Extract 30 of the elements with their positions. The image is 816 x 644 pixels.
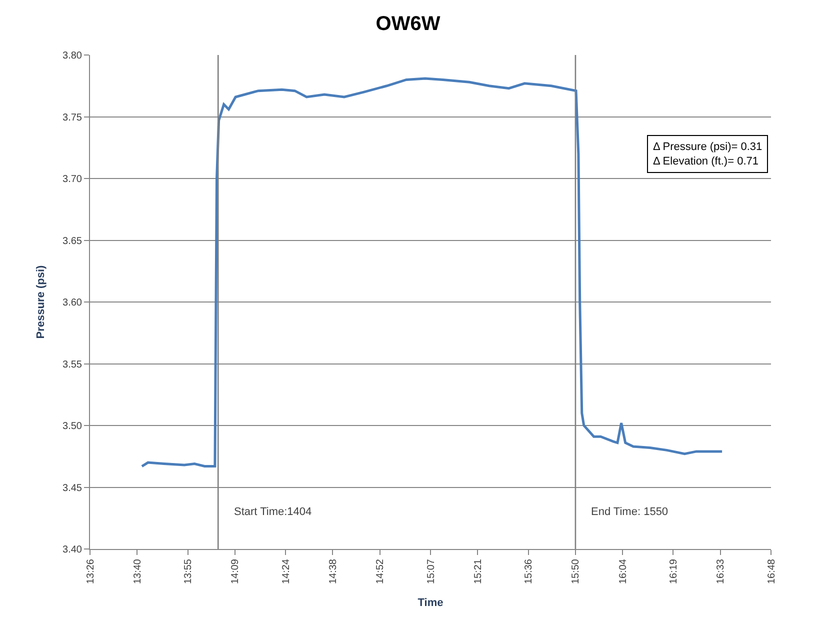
x-tick-label: 16:19: [668, 558, 680, 584]
x-tick-label: 16:04: [618, 558, 629, 584]
chart-title: OW6W: [376, 13, 440, 36]
y-tick-label: 3.75: [62, 112, 82, 124]
y-tick-label: 3.80: [62, 50, 82, 62]
y-tick-label: 3.50: [62, 421, 82, 432]
annotation: Δ Pressure (psi)= 0.31 Δ Elevation (ft.)= 0.71: [653, 141, 762, 168]
x-tick-label: 15:36: [524, 558, 535, 584]
annotation: Start Time:1404: [234, 506, 312, 518]
x-tick-label: 15:21: [472, 558, 484, 584]
x-tick-label: 15:07: [426, 558, 437, 584]
y-tick-label: 3.70: [62, 174, 82, 185]
x-tick-label: 14:38: [328, 558, 339, 584]
x-tick-label: 14:09: [230, 558, 242, 584]
y-tick-label: 3.65: [62, 236, 82, 247]
y-axis-title: Pressure (psi): [35, 264, 48, 339]
y-tick-label: 3.45: [62, 482, 82, 494]
x-tick-label: 14:24: [280, 558, 292, 584]
x-tick-label: 13:26: [85, 558, 96, 584]
y-tick-label: 3.55: [62, 359, 82, 370]
y-tick-label: 3.60: [62, 298, 82, 308]
x-tick-label: 16:33: [716, 558, 727, 584]
x-tick-label: 15:50: [570, 558, 582, 584]
x-tick-label: 16:48: [766, 558, 778, 584]
annotation: End Time: 1550: [591, 506, 668, 518]
x-tick-label: 13:55: [183, 558, 194, 584]
y-tick-label: 3.40: [62, 544, 82, 556]
x-tick-label: 13:40: [132, 558, 144, 584]
x-axis-title: Time: [418, 597, 444, 610]
x-tick-label: 14:52: [375, 558, 386, 584]
